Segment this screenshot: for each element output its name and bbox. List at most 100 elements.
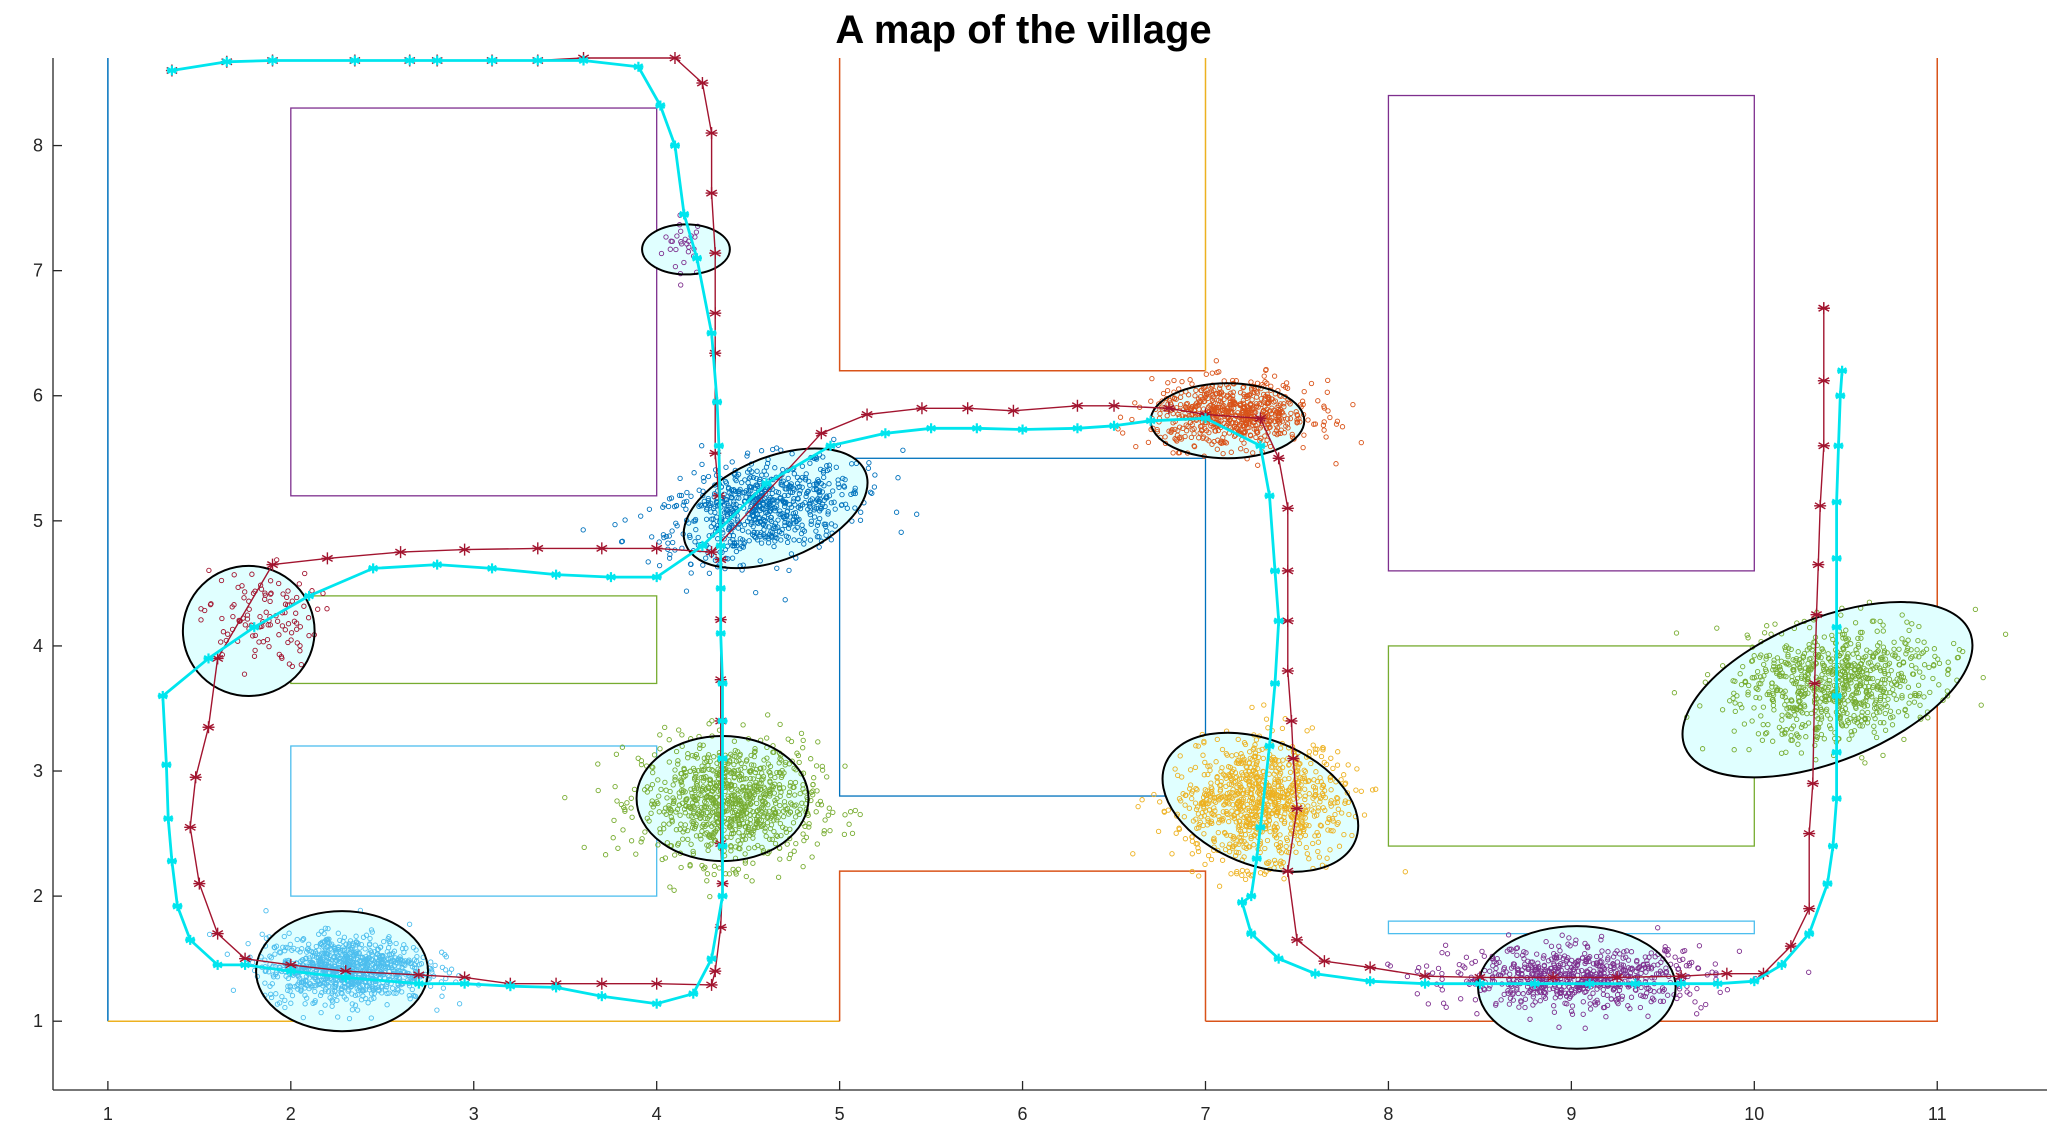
particle	[696, 503, 702, 510]
particle	[1279, 725, 1286, 732]
particle	[693, 821, 699, 827]
particle	[249, 571, 255, 577]
particle	[768, 529, 774, 535]
particle	[680, 789, 686, 796]
particle	[1425, 1001, 1431, 1007]
particle	[898, 529, 904, 535]
particle	[683, 506, 689, 512]
particle	[835, 481, 841, 487]
particle	[375, 987, 381, 993]
particle	[831, 499, 837, 505]
particle	[1325, 377, 1331, 384]
particle	[767, 836, 773, 842]
particle	[682, 236, 688, 242]
particle	[777, 786, 783, 792]
particle	[231, 572, 237, 578]
particle	[703, 774, 709, 780]
particle	[742, 851, 748, 857]
particle	[726, 799, 733, 805]
particle	[760, 522, 766, 528]
particle	[619, 744, 626, 750]
particle	[681, 766, 687, 773]
particle	[1171, 377, 1177, 384]
particle	[252, 647, 258, 654]
particle	[439, 993, 445, 999]
particle	[1806, 969, 1812, 975]
particle	[800, 737, 806, 744]
particle	[1203, 371, 1209, 377]
particle	[595, 787, 601, 794]
particle	[612, 783, 618, 790]
particle	[781, 770, 787, 776]
particle	[456, 1001, 463, 1007]
particle	[780, 813, 787, 820]
particle	[739, 543, 745, 550]
particle	[842, 812, 848, 818]
particle	[827, 827, 833, 834]
particle	[661, 826, 667, 832]
particle	[761, 506, 767, 512]
particle	[1677, 992, 1683, 998]
particle	[730, 533, 737, 539]
particle	[775, 814, 781, 821]
particle	[263, 908, 269, 914]
particle	[679, 800, 686, 806]
particle	[744, 453, 750, 459]
particle	[692, 767, 698, 774]
particle	[767, 825, 774, 832]
particle	[1149, 375, 1155, 382]
particle	[732, 747, 738, 754]
particle	[724, 808, 730, 814]
particle	[779, 482, 785, 488]
particle	[701, 766, 707, 772]
particle	[705, 473, 712, 480]
particle	[667, 246, 673, 252]
particle	[1330, 765, 1336, 772]
particle	[725, 796, 732, 802]
particle	[676, 790, 682, 796]
particle	[826, 805, 832, 811]
particle	[666, 759, 672, 765]
particle	[383, 984, 390, 990]
particle	[799, 800, 805, 806]
particle	[785, 736, 791, 742]
particle	[700, 774, 707, 780]
particle	[765, 814, 771, 820]
particle	[737, 794, 743, 801]
particle	[1129, 416, 1135, 423]
particle	[1135, 803, 1141, 810]
particle	[752, 844, 758, 851]
particle	[674, 523, 680, 529]
particle	[750, 835, 756, 841]
particle	[612, 521, 618, 528]
particle	[352, 992, 358, 999]
particle	[800, 782, 806, 788]
particle	[787, 779, 794, 786]
particle	[816, 498, 822, 504]
particle	[673, 809, 679, 815]
particle	[750, 507, 756, 514]
particle	[1335, 749, 1341, 755]
particle	[680, 502, 686, 508]
particle	[811, 486, 817, 493]
particle	[742, 539, 748, 545]
particle	[740, 783, 746, 790]
particle	[285, 639, 291, 646]
particle	[736, 488, 742, 494]
particle	[1439, 949, 1445, 956]
particle	[728, 848, 734, 854]
particle	[695, 768, 702, 774]
wall-5	[838, 58, 1206, 372]
particle	[706, 843, 712, 849]
particle	[678, 864, 684, 871]
particle	[279, 655, 285, 661]
particle	[703, 800, 709, 806]
particle	[753, 821, 759, 827]
particle	[766, 503, 772, 510]
particle	[663, 234, 669, 240]
particle	[673, 246, 679, 253]
particle	[691, 825, 698, 832]
particle	[694, 779, 701, 785]
particle	[737, 773, 743, 779]
particle	[872, 472, 878, 478]
